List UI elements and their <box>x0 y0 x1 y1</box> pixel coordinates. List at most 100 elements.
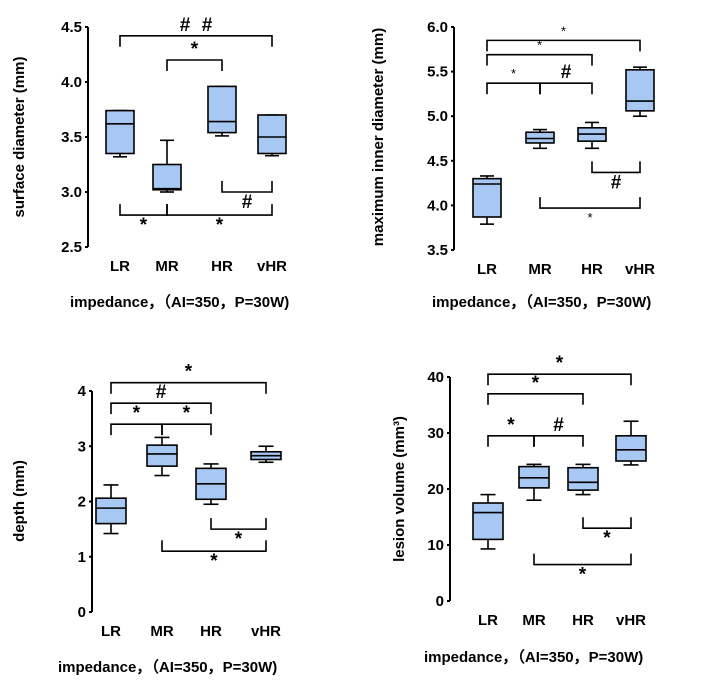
y-tick-label: 4.5 <box>427 153 448 170</box>
box-mr-surface-diameter <box>152 139 182 193</box>
significance-bracket <box>486 53 593 66</box>
significance-bracket <box>533 434 584 447</box>
y-tick-label: 6.0 <box>427 19 448 36</box>
box-body <box>146 444 178 467</box>
significance-lr-hr: * <box>486 38 593 66</box>
significance-bracket <box>110 402 212 415</box>
x-category-label: LR <box>478 612 498 629</box>
box-body <box>152 163 182 191</box>
box-vhr-surface-diameter <box>257 114 287 157</box>
significance-bracket <box>166 204 273 216</box>
significance-bracket <box>487 392 584 405</box>
plot-area-lesion-volume: 0 10 20 30 40 LR MR HR vHR * * * # * * <box>427 353 647 629</box>
y-tick-label: 0 <box>78 604 86 621</box>
y-tick-label: 10 <box>427 537 444 554</box>
significance-label: * <box>532 373 540 394</box>
significance-label: * <box>140 215 148 236</box>
box-body <box>615 434 647 462</box>
x-category-label: HR <box>581 261 603 278</box>
significance-label: * <box>235 529 243 550</box>
y-tick-label: 40 <box>427 369 444 386</box>
plot-area-surface-diameter: 2.53.03.54.04.5LR MR HR vHR# #** *# <box>61 15 287 275</box>
significance-bracket <box>110 381 267 394</box>
box-hr-lesion-volume <box>567 463 599 496</box>
panel-surface-diameter: 2.53.03.54.04.5LR MR HR vHR# #** *# surface d… <box>11 15 289 311</box>
box-lr-surface-diameter <box>105 109 135 158</box>
y-tick-label: 5.5 <box>427 64 448 81</box>
x-category-label: vHR <box>251 623 281 640</box>
significance-label: * <box>191 39 199 60</box>
significance-hr-vhr: * <box>582 517 632 549</box>
box-mr-lesion-volume <box>518 463 550 502</box>
x-category-label: LR <box>110 258 130 275</box>
significance-bracket <box>119 204 168 216</box>
significance-label: * <box>183 403 191 424</box>
significance-label: # <box>202 15 213 36</box>
box-lr-lesion-volume <box>472 493 504 550</box>
box-mr-depth <box>146 436 178 477</box>
y-tick-label: 4 <box>78 383 87 400</box>
box-vhr-maximum-inner-diameter <box>625 66 655 117</box>
significance-bracket <box>487 373 632 386</box>
box-body <box>472 177 502 218</box>
significance-bracket <box>582 517 632 530</box>
significance-bracket <box>210 518 267 530</box>
significance-lr-vhr: # # <box>119 15 273 47</box>
x-axis-title-depth: impedance，（AI=350，P=30W) <box>58 658 277 676</box>
significance-label: # <box>242 192 253 213</box>
x-category-label: HR <box>211 258 233 275</box>
y-tick-label: 2 <box>78 494 86 511</box>
x-category-label: MR <box>528 261 551 278</box>
significance-label: * <box>561 23 566 38</box>
significance-label: # <box>180 15 191 36</box>
y-tick-label: 20 <box>427 481 444 498</box>
significance-bracket <box>486 39 641 52</box>
y-axis-title-lesion-volume: lesion volume (mm³) <box>391 416 408 562</box>
significance-hr-vhr: * <box>210 518 267 550</box>
significance-label: # <box>561 62 572 83</box>
significance-lr-mr: * <box>487 415 535 447</box>
significance-label: * <box>587 210 592 225</box>
y-tick-label: 4.5 <box>61 19 82 36</box>
box-vhr-lesion-volume <box>615 420 647 466</box>
box-hr-maximum-inner-diameter <box>577 121 607 150</box>
significance-bracket <box>161 423 212 436</box>
significance-label: * <box>511 66 516 81</box>
plot-area-depth: 0 1 2 3 4 LR MR HR vHR * # * * * * <box>78 362 282 640</box>
y-tick-label: 3 <box>78 438 86 455</box>
x-category-label: LR <box>477 261 497 278</box>
box-lr-maximum-inner-diameter <box>472 175 502 225</box>
box-body <box>257 114 287 155</box>
panel-maximum-inner-diameter: 3.5 4.0 4.5 5.0 5.5 6.0 LR MR HR vHR * * * # # * maximu… <box>370 19 655 311</box>
y-tick-label: 3.0 <box>61 184 82 201</box>
box-body <box>472 502 504 541</box>
significance-lr-hr: * <box>487 373 584 405</box>
significance-bracket <box>533 553 632 566</box>
significance-mr-vhr: * <box>161 540 267 572</box>
significance-bracket <box>161 540 267 553</box>
x-axis-title-lesion-volume: impedance，（AI=350，P=30W) <box>424 648 643 666</box>
x-axis-title-surface-diameter: impedance，（AI=350，P=30W) <box>70 293 289 311</box>
significance-label: * <box>603 528 611 549</box>
significance-lr-mr: * <box>110 403 163 436</box>
significance-bracket <box>539 197 641 209</box>
significance-label: * <box>185 362 193 383</box>
y-axis-title-depth: depth (mm) <box>11 460 28 542</box>
y-axis-title-maximum-inner-diameter: maximum inner diameter (mm) <box>370 28 387 246</box>
y-tick-label: 3.5 <box>61 129 82 146</box>
significance-lr-hr: # <box>110 382 212 415</box>
y-tick-label: 5.0 <box>427 108 448 125</box>
y-axis-title-surface-diameter: surface diameter (mm) <box>11 57 28 218</box>
significance-label: # <box>553 415 564 436</box>
significance-label: # <box>156 382 167 403</box>
y-tick-label: 1 <box>78 549 86 566</box>
box-body <box>105 109 135 155</box>
box-vhr-depth <box>250 445 282 464</box>
x-category-label: LR <box>101 623 121 640</box>
significance-hr-vhr: # <box>591 161 641 193</box>
significance-bracket <box>110 423 163 436</box>
significance-label: * <box>579 565 587 586</box>
significance-bracket <box>486 82 541 95</box>
y-tick-label: 3.5 <box>427 242 448 259</box>
significance-bracket <box>119 34 273 47</box>
